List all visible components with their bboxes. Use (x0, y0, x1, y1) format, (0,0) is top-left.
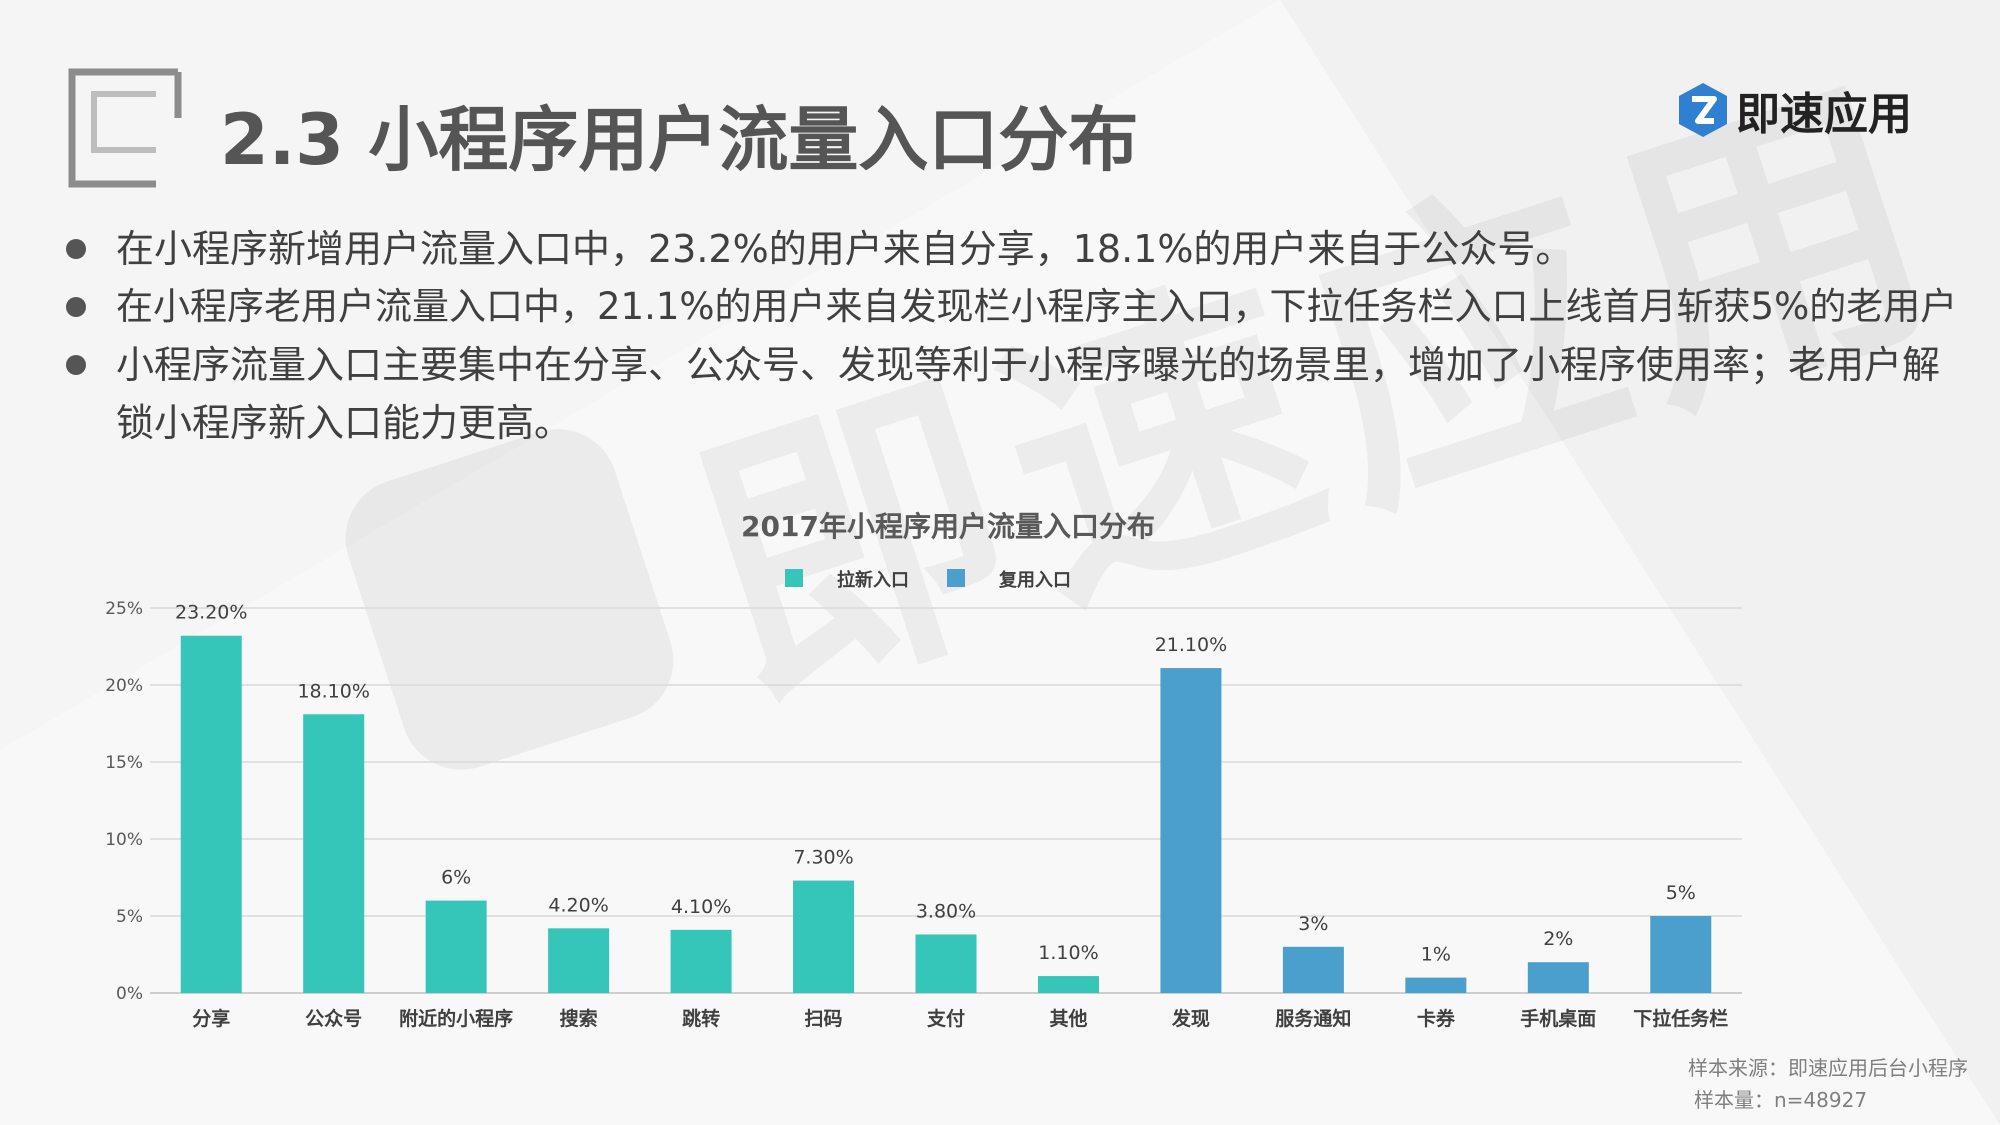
page-title: 2.3 小程序用户流量入口分布 (220, 99, 1139, 181)
y-tick-label: 5% (116, 907, 143, 927)
data-label: 5% (1666, 882, 1696, 904)
legend-swatch (785, 569, 803, 587)
x-tick-label: 服务通知 (1275, 1007, 1351, 1030)
legend-swatch (947, 569, 965, 587)
chart-title: 2017年小程序用户流量入口分布 (741, 510, 1155, 543)
bar-series: 23.20% 18.10% 6% 4.20% 4.10% 7.30% 3.80% 1.10% 2… (175, 602, 1712, 993)
x-axis: 分享 公众号 附近的小程序 搜索 跳转 扫码 支付 其他 发现 服务通知 卡券 手机桌面 下拉任务栏 (192, 1007, 1728, 1030)
x-tick-label: 手机桌面 (1520, 1007, 1596, 1030)
bar (180, 635, 242, 993)
x-tick-label: 支付 (926, 1007, 965, 1030)
data-label: 21.10% (1155, 634, 1227, 656)
x-tick-label: 发现 (1171, 1007, 1210, 1030)
bar (1160, 668, 1222, 993)
bullet-text: 在小程序新增用户流量入口中，23.2%的用户来自分享，18.1%的用户来自于公众… (116, 227, 1574, 271)
data-label: 7.30% (793, 847, 853, 869)
bullet-item: 在小程序老用户流量入口中，21.1%的用户来自发现栏小程序主入口，下拉任务栏入口… (60, 278, 1960, 336)
data-label: 3% (1298, 913, 1328, 935)
source-note: 样本来源：即速应用后台小程序 样本量：n=48927 (1688, 1052, 1968, 1116)
data-label: 4.10% (671, 896, 731, 918)
x-tick-label: 分享 (192, 1007, 230, 1030)
x-tick-label: 扫码 (805, 1007, 843, 1030)
data-label: 1.10% (1038, 942, 1098, 964)
data-label: 6% (441, 867, 471, 889)
data-label: 1% (1421, 944, 1451, 966)
bullet-item: 小程序流量入口主要集中在分享、公众号、发现等利于小程序曝光的场景里，增加了小程序… (60, 336, 1960, 452)
legend-label: 拉新入口 (837, 569, 909, 591)
brand-logo: 即速应用 (1676, 78, 1912, 142)
bullet-dot (66, 355, 86, 375)
x-tick-label: 附近的小程序 (399, 1007, 513, 1030)
bullet-dot (66, 297, 86, 317)
source-line: 样本来源：即速应用后台小程序 (1688, 1056, 1968, 1080)
logo-text: 即速应用 (1736, 89, 1912, 140)
bar (1405, 977, 1467, 993)
y-axis: 0% 5% 10% 15% 20% 25% (105, 599, 143, 1004)
bar (1037, 976, 1099, 993)
x-tick-label: 跳转 (682, 1007, 720, 1030)
bar (1282, 946, 1344, 993)
y-tick-label: 15% (105, 753, 143, 773)
bar (303, 714, 365, 993)
bar (1527, 962, 1589, 993)
y-tick-label: 20% (105, 676, 143, 696)
x-tick-label: 搜索 (560, 1007, 598, 1030)
bullet-list: 在小程序新增用户流量入口中，23.2%的用户来自分享，18.1%的用户来自于公众… (60, 220, 1960, 452)
bar (425, 900, 487, 993)
data-label: 2% (1543, 928, 1573, 950)
x-tick-label: 其他 (1049, 1007, 1087, 1030)
data-label: 4.20% (548, 894, 608, 916)
bullet-text: 在小程序老用户流量入口中，21.1%的用户来自发现栏小程序主入口，下拉任务栏入口… (116, 285, 1958, 328)
x-tick-label: 卡券 (1417, 1007, 1456, 1030)
y-tick-label: 0% (116, 984, 143, 1004)
corner-bracket-icon (68, 68, 182, 188)
bullet-text: 小程序流量入口主要集中在分享、公众号、发现等利于小程序曝光的场景里，增加了小程序… (116, 343, 1941, 445)
sample-size-line: 样本量：n=48927 (1694, 1088, 1868, 1112)
x-tick-label: 下拉任务栏 (1633, 1007, 1728, 1030)
y-tick-label: 10% (105, 830, 143, 850)
bar (1650, 916, 1712, 993)
logo-icon (1679, 83, 1727, 137)
data-label: 3.80% (916, 900, 976, 922)
bullet-item: 在小程序新增用户流量入口中，23.2%的用户来自分享，18.1%的用户来自于公众… (60, 220, 1960, 278)
y-tick-label: 25% (105, 599, 143, 619)
bar (915, 934, 977, 993)
x-tick-label: 公众号 (305, 1007, 362, 1030)
bullet-dot (66, 239, 86, 259)
bar (793, 880, 855, 993)
legend-label: 复用入口 (998, 569, 1071, 591)
data-label: 23.20% (175, 602, 247, 624)
data-label: 18.10% (297, 680, 369, 702)
bar (548, 928, 610, 993)
chart-legend: 拉新入口 复用入口 (785, 569, 1071, 591)
bar (670, 929, 732, 993)
